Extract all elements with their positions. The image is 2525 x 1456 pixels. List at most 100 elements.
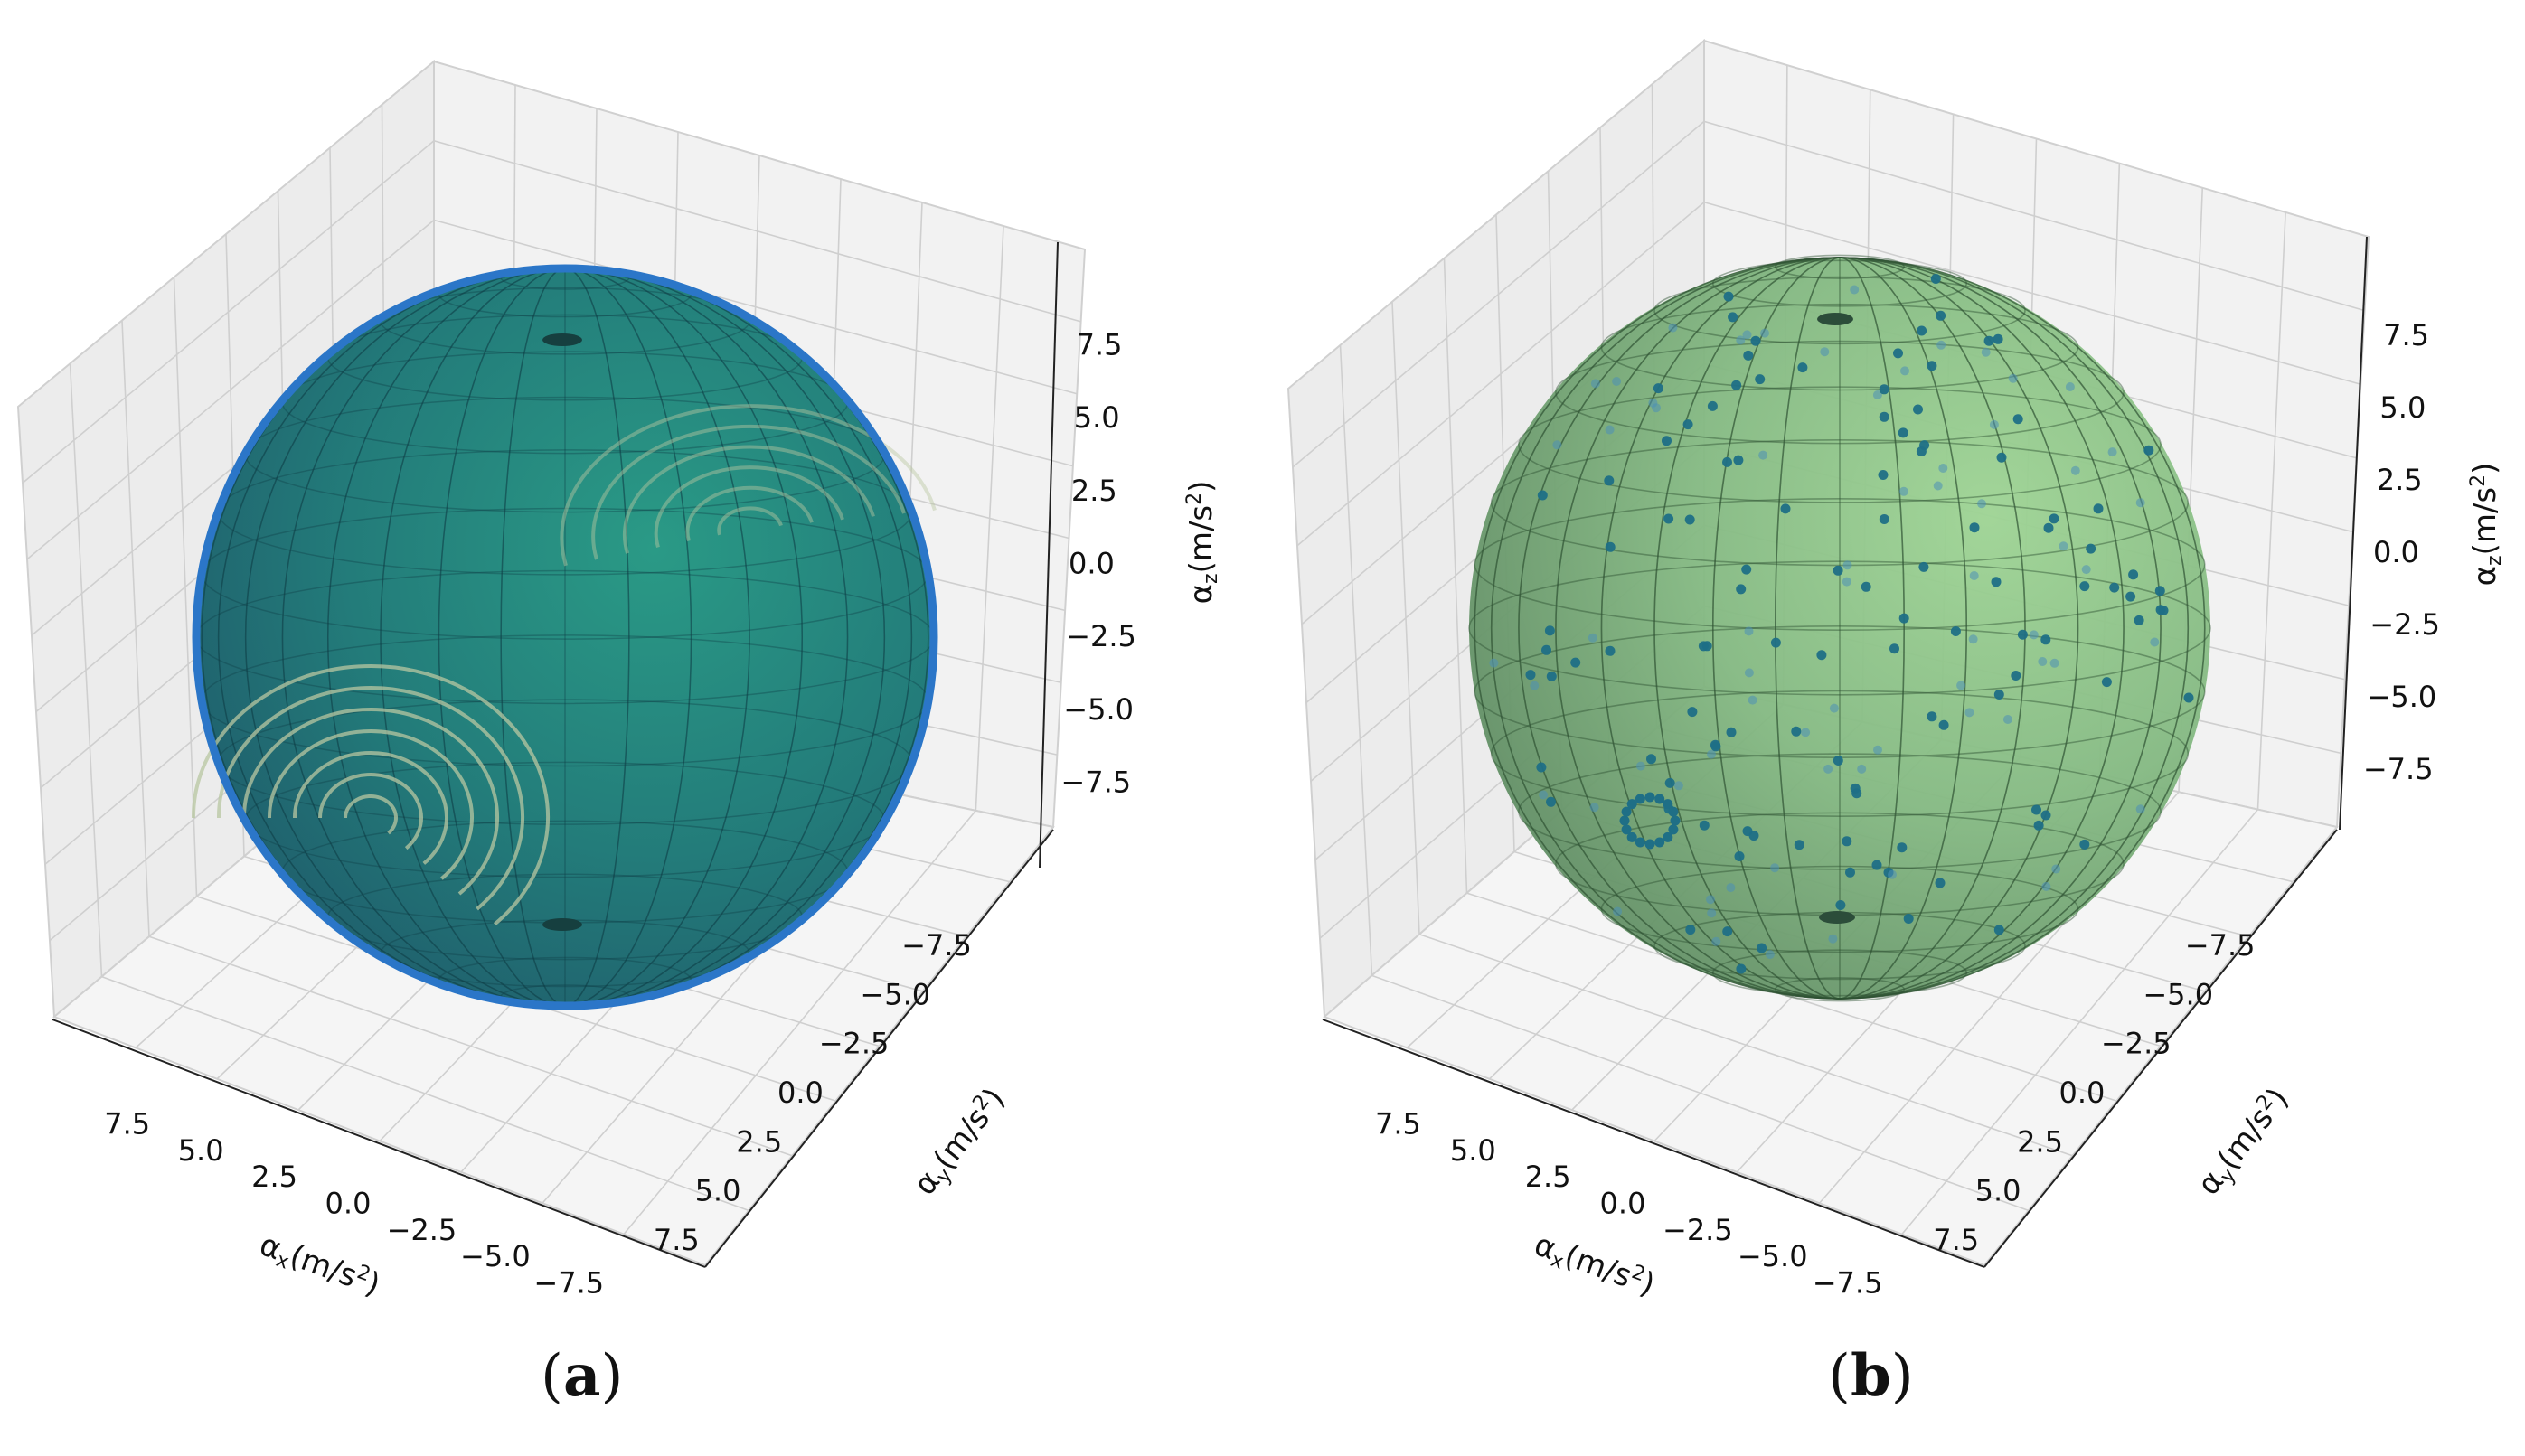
z-axis-label: αz(m/s2) [1183, 481, 1222, 605]
y-tick-labels: −7.5 −5.0 −2.5 0.0 2.5 5.0 7.5 [654, 928, 972, 1257]
scatter-point [1993, 690, 2004, 700]
scatter-point [1872, 390, 1882, 399]
scatter-point [1879, 514, 1889, 524]
tick-label: 2.5 [2017, 1124, 2063, 1159]
scatter-point [1842, 577, 1851, 587]
scatter-point [1552, 440, 1562, 450]
scatter-point [1820, 347, 1830, 357]
meridian-line [1711, 257, 1968, 1000]
meridian-line [1518, 257, 2162, 1000]
x-tick-labels: 7.5 5.0 2.5 0.0 −2.5−5.0−7.5 [1375, 1107, 1882, 1301]
scatter-point [1760, 328, 1769, 338]
caption-letter: b [1850, 1342, 1891, 1410]
pattern-arc [191, 664, 550, 926]
scatter-point [2158, 606, 2169, 615]
pattern-arc [343, 794, 398, 835]
y-axis-label: αy(m/s2) [2191, 1081, 2298, 1203]
scatter-point [1938, 464, 1948, 473]
scatter-point [1734, 851, 1745, 861]
grid-line [2256, 211, 2286, 810]
scatter-point [1871, 860, 1882, 870]
scatter-point [1797, 362, 1808, 373]
latitude-line [1468, 560, 2211, 696]
meridian-line [1711, 257, 1968, 1000]
scatter-point [1668, 806, 1679, 817]
scatter-point [1644, 792, 1655, 803]
caption-b: (b) [1828, 1342, 1914, 1410]
scatter-point [2134, 615, 2144, 625]
scatter-point [1736, 584, 1747, 595]
caption-letter: a [562, 1342, 601, 1410]
scatter-point [1654, 794, 1665, 804]
scatter-point [1536, 762, 1547, 773]
tick-label: 0.0 [325, 1187, 372, 1221]
tick-label: 7.5 [1933, 1223, 1979, 1257]
meridian-line [1600, 257, 2079, 1000]
meridian-line [1490, 257, 2190, 1000]
scatter-point [2079, 839, 2090, 850]
scatter-point [1977, 499, 1986, 509]
scatter-point [2051, 864, 2061, 874]
pattern-arc [654, 465, 844, 548]
scatter-point [2038, 657, 2048, 666]
scatter-point [1646, 754, 1656, 765]
scatter-point [1588, 633, 1597, 643]
scatter-point [1670, 815, 1681, 826]
scatter-point [1626, 831, 1637, 842]
scatter-point [1757, 943, 1767, 953]
latitude-line [1518, 386, 2162, 503]
scatter-point [1935, 878, 1946, 888]
scatter-point [2135, 498, 2145, 508]
scatter-point [1750, 335, 1761, 346]
pattern-arc [267, 729, 474, 880]
scatter-point [1707, 749, 1716, 759]
pattern-arc [622, 445, 875, 554]
scatter-point [1682, 419, 1693, 430]
scatter-point [1780, 503, 1791, 514]
scatter-point [1850, 285, 1860, 295]
scatter-point [1728, 312, 1738, 323]
scatter-point [1612, 377, 1622, 386]
tick-label: −2.5 [1066, 619, 1136, 653]
tick-label: 2.5 [2377, 463, 2423, 497]
scatter-point [2029, 630, 2039, 640]
scatter-point [1996, 452, 2007, 463]
scatter-point [1654, 837, 1665, 848]
meridian-line [1600, 257, 2079, 1000]
pattern-arc [685, 485, 814, 542]
scatter-point [1833, 756, 1843, 766]
meridian-line [1653, 257, 2026, 1000]
scatter-point [1699, 820, 1710, 831]
tick-label: 2.5 [736, 1124, 782, 1159]
tick-label: −2.5 [2101, 1027, 2172, 1061]
scatter-point [1541, 644, 1551, 655]
scatter-point [1744, 668, 1754, 678]
scatter-point [1842, 836, 1852, 847]
scatter-point [1933, 481, 1943, 491]
tick-label: 7.5 [1375, 1107, 1421, 1141]
latitude-line [1600, 303, 2079, 391]
latitude-line [1711, 259, 1968, 307]
scatter-point [1991, 577, 2002, 587]
scatter-point [1903, 914, 1914, 924]
tick-label: −5.0 [1738, 1239, 1808, 1273]
scatter-point [2041, 881, 2051, 891]
pattern-arc [591, 424, 906, 560]
scatter-point [1706, 895, 1715, 905]
scatter-point [1900, 366, 1909, 376]
scatter-point [1684, 514, 1695, 525]
scatter-point [1842, 560, 1852, 570]
scatter-point [1879, 411, 1889, 422]
scatter-point [1707, 908, 1717, 918]
tick-label: 5.0 [2379, 390, 2426, 425]
scatter-point [1590, 379, 1600, 389]
scatter-point [1525, 670, 1536, 681]
meridian-line [1490, 257, 2190, 1000]
tick-label: 2.5 [251, 1160, 297, 1194]
sphere-surface [196, 268, 934, 1006]
scatter-point [1873, 745, 1882, 755]
scatter-point [1989, 419, 1999, 429]
scatter-point [1930, 274, 1941, 284]
pattern-arc [292, 751, 448, 865]
scatter-point [1850, 783, 1861, 794]
